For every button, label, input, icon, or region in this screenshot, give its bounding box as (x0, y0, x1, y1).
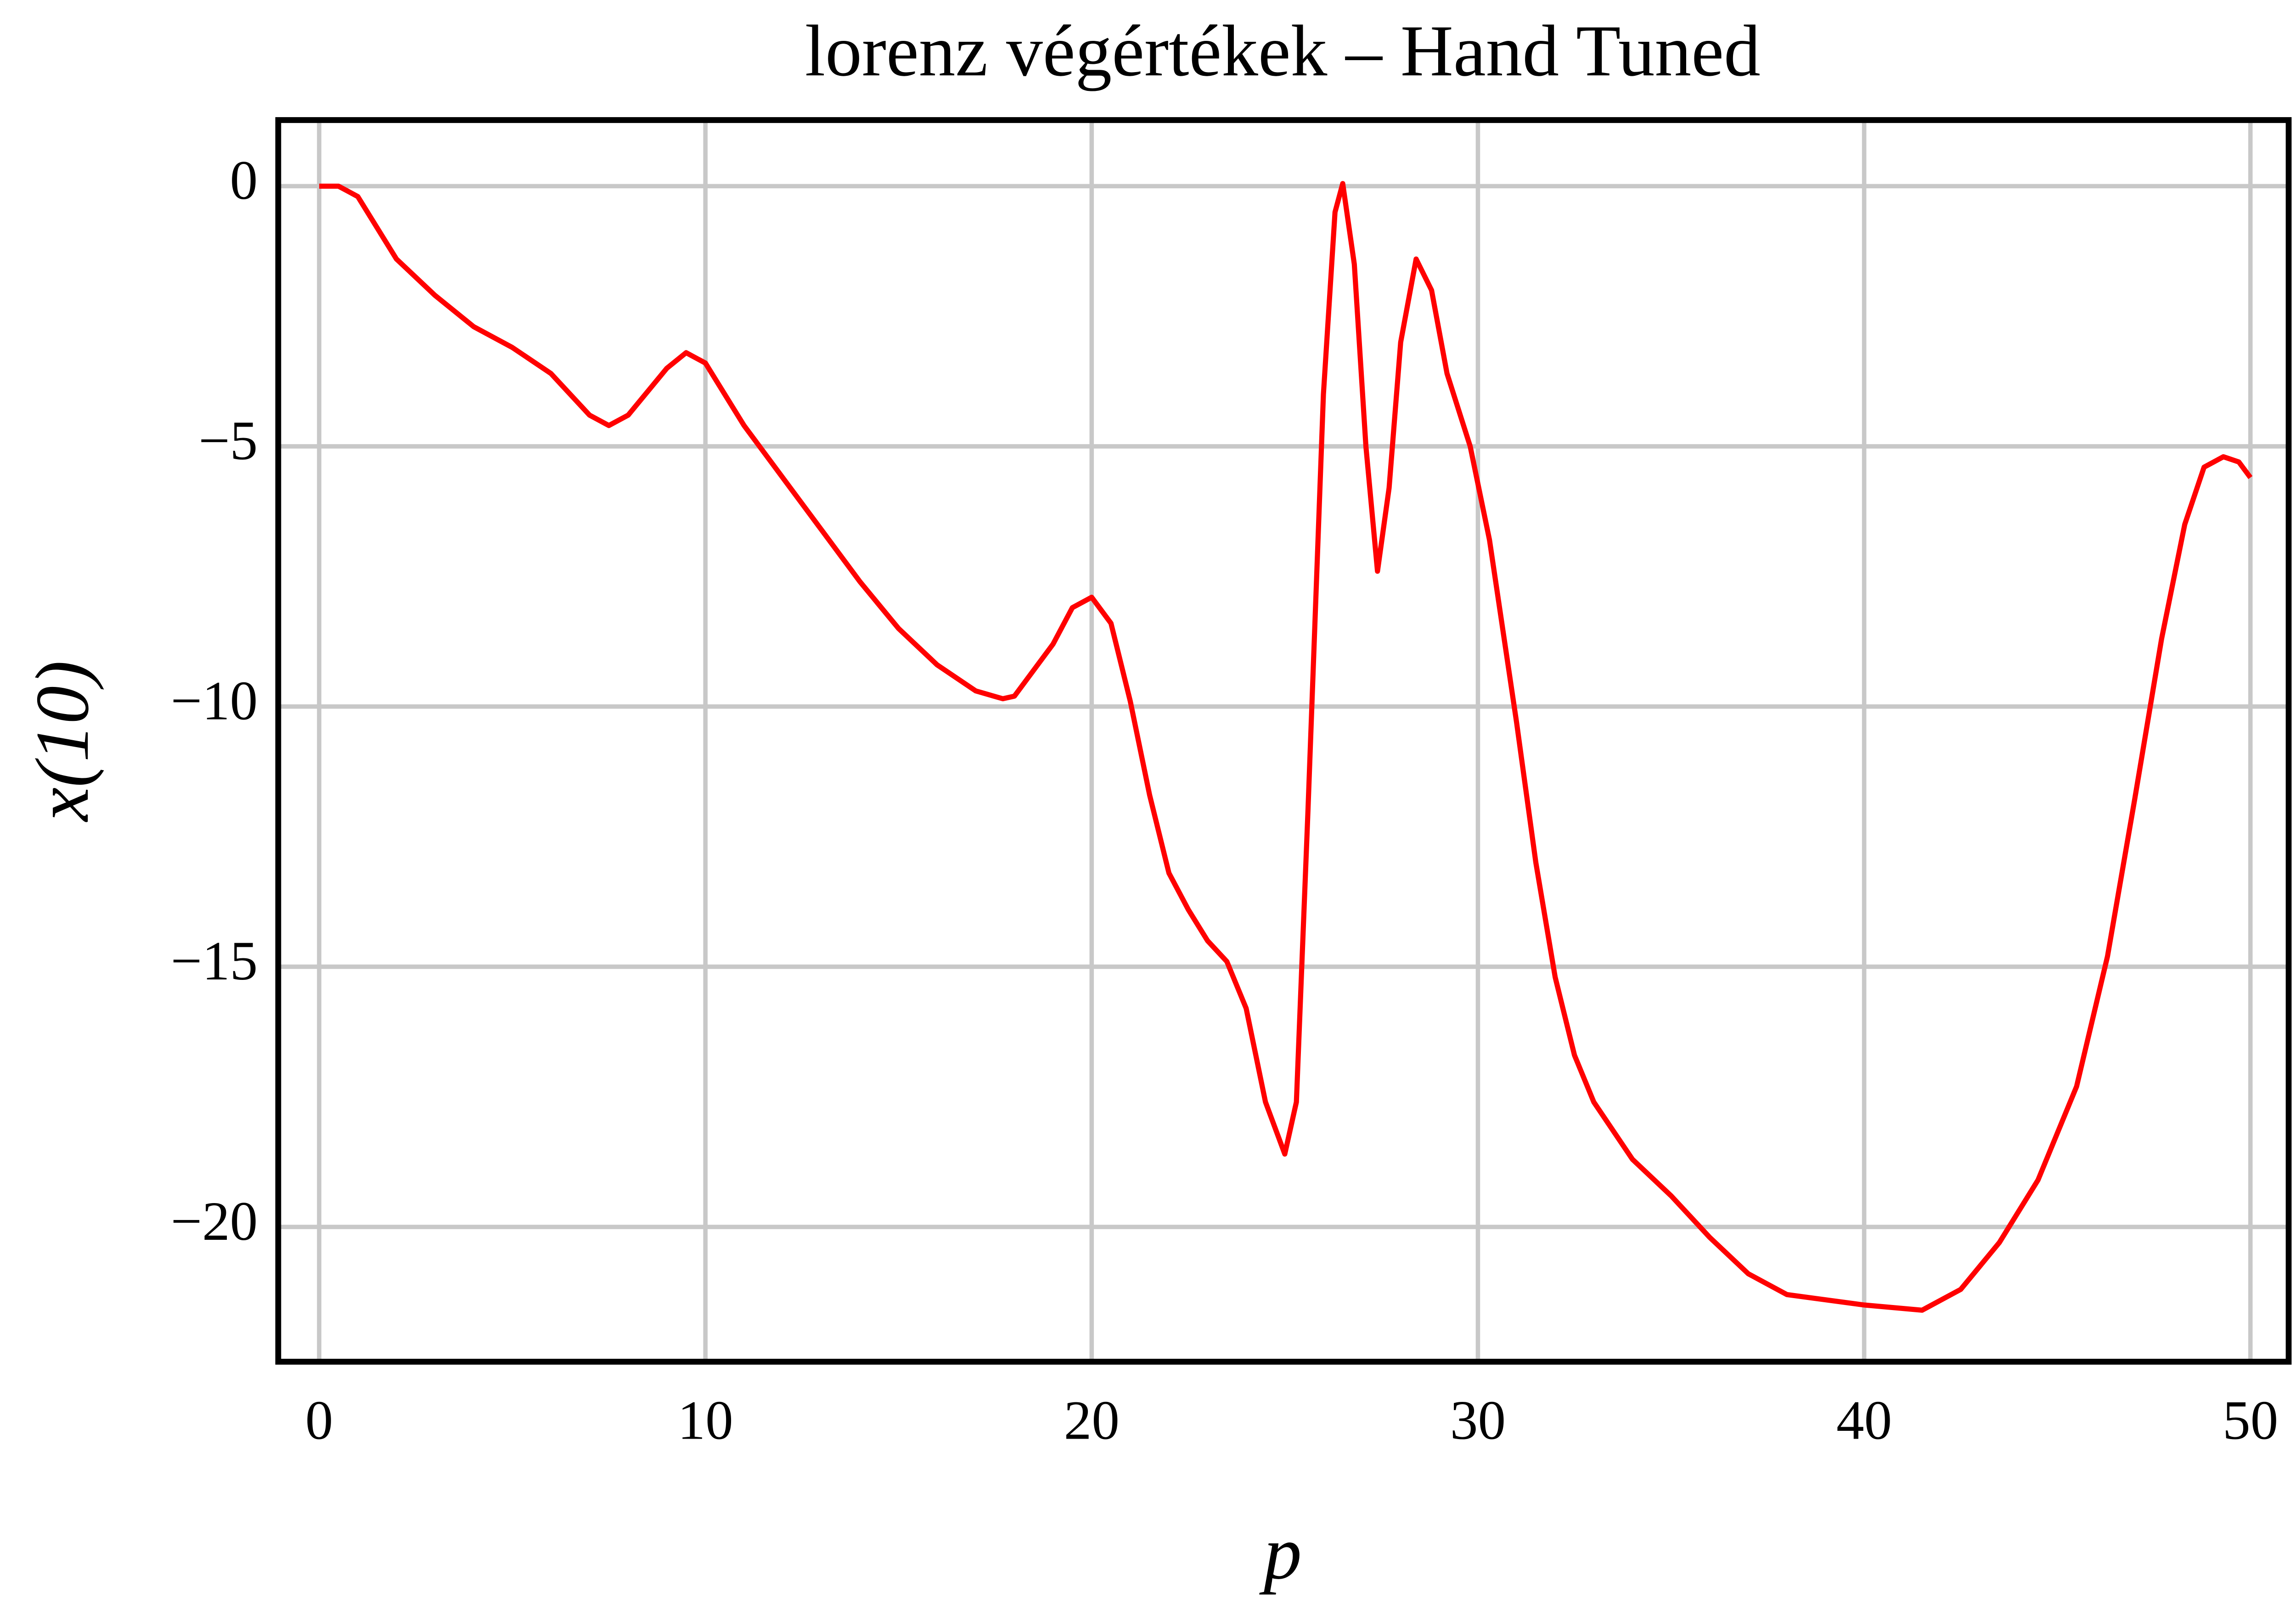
y-tick-label: 0 (230, 150, 258, 211)
y-tick-label: −20 (171, 1191, 258, 1252)
x-tick-label: 10 (678, 1390, 733, 1451)
x-tick-label: 0 (305, 1390, 333, 1451)
x-tick-label: 30 (1450, 1390, 1506, 1451)
y-tick-label: −15 (171, 930, 258, 992)
chart-title: lorenz végértékek – Hand Tuned (805, 11, 1761, 91)
y-axis-label: x(10) (20, 661, 104, 823)
y-tick-label: −10 (171, 670, 258, 732)
y-tick-label: −5 (198, 410, 258, 472)
plot-frame (275, 117, 2292, 1365)
x-tick-label: 40 (1836, 1390, 1892, 1451)
x-tick-label: 50 (2223, 1390, 2278, 1451)
x-axis-label: p (1259, 1510, 1302, 1595)
x-tick-label: 20 (1064, 1390, 1120, 1451)
data-line (319, 181, 2253, 1313)
